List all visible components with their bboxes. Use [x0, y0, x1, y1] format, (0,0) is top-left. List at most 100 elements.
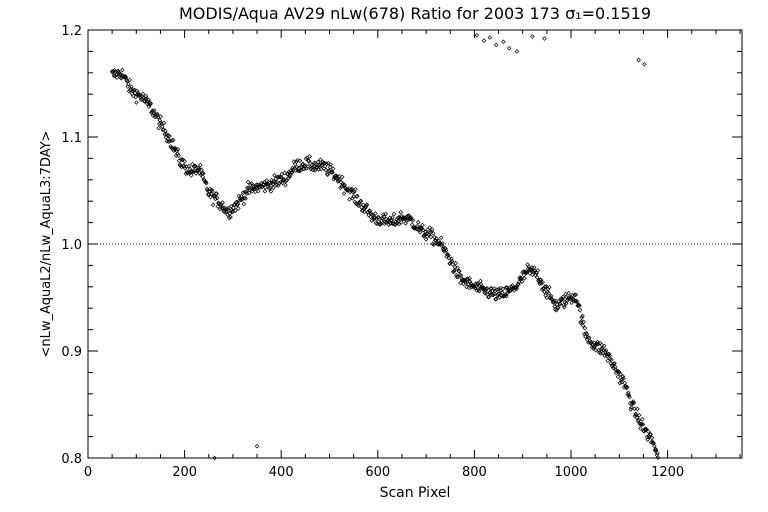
data-point	[220, 200, 225, 205]
chart-title: MODIS/Aqua AV29 nLw(678) Ratio for 2003 …	[179, 4, 651, 23]
y-tick-label: 1.1	[61, 131, 82, 146]
data-point	[466, 285, 472, 291]
data-point	[249, 181, 254, 186]
data-point	[626, 393, 632, 398]
data-point	[208, 194, 213, 200]
data-point	[304, 166, 309, 171]
data-point	[553, 307, 558, 312]
data-point	[555, 305, 561, 310]
data-point	[143, 93, 149, 99]
outlier-point	[474, 33, 480, 38]
data-point	[410, 217, 416, 223]
data-point	[294, 159, 299, 164]
data-point	[245, 185, 250, 191]
data-point	[655, 450, 660, 456]
data-point	[476, 288, 482, 294]
data-point	[175, 146, 181, 152]
data-point	[544, 295, 550, 300]
data-point	[577, 303, 582, 308]
data-point	[204, 180, 209, 186]
data-point	[639, 417, 645, 422]
data-point	[130, 93, 136, 99]
data-point	[338, 185, 343, 191]
data-point	[243, 189, 249, 195]
data-point	[636, 417, 641, 423]
data-point	[415, 220, 421, 225]
data-point	[395, 218, 401, 224]
data-point	[582, 325, 588, 331]
data-point	[187, 166, 193, 172]
data-point	[340, 181, 346, 187]
data-point	[606, 351, 612, 357]
data-point	[556, 305, 561, 310]
data-point	[422, 233, 427, 239]
data-point	[534, 275, 540, 280]
data-point	[362, 209, 367, 215]
data-point	[147, 100, 153, 105]
data-point	[518, 276, 523, 282]
data-point	[283, 182, 288, 188]
data-point	[536, 278, 541, 283]
data-point	[243, 196, 248, 201]
data-point	[241, 201, 247, 207]
data-point	[453, 260, 458, 266]
data-point	[636, 412, 642, 418]
data-point	[437, 240, 443, 246]
data-point	[347, 197, 352, 202]
data-point	[585, 334, 591, 340]
x-tick-label: 1200	[651, 465, 684, 480]
data-point	[339, 174, 345, 180]
data-point	[427, 225, 433, 230]
data-point	[158, 120, 164, 125]
data-point	[282, 170, 288, 176]
data-point	[216, 200, 222, 206]
data-point	[402, 215, 408, 221]
data-point	[214, 195, 220, 201]
data-point	[389, 217, 394, 223]
data-point	[631, 400, 637, 406]
data-point	[271, 179, 277, 184]
data-point	[330, 170, 335, 175]
data-point	[598, 346, 604, 352]
data-point	[390, 215, 395, 220]
data-point	[609, 357, 614, 363]
outlier-point	[481, 38, 487, 43]
data-point	[190, 161, 195, 167]
data-point	[452, 264, 458, 270]
data-point	[341, 191, 347, 196]
data-point	[193, 171, 199, 176]
data-point	[303, 156, 309, 162]
data-point	[268, 185, 273, 190]
data-point	[246, 190, 252, 196]
data-point	[539, 281, 544, 286]
data-point	[311, 163, 317, 169]
data-point	[474, 288, 480, 293]
data-point	[199, 167, 204, 173]
data-point	[454, 274, 460, 280]
data-point	[504, 293, 509, 299]
data-point	[146, 97, 151, 103]
data-point	[386, 219, 392, 225]
data-point	[629, 405, 634, 410]
data-point	[632, 406, 637, 412]
data-point	[228, 214, 233, 220]
data-point	[204, 186, 210, 192]
data-point	[254, 182, 259, 187]
data-point	[624, 384, 630, 390]
y-axis-label: <nLw_AquaL2/nLw_AquaL3:7DAY>	[39, 131, 54, 358]
data-point	[576, 303, 582, 308]
data-point	[125, 84, 131, 89]
data-point	[492, 286, 497, 291]
data-point	[189, 169, 195, 175]
data-point	[551, 298, 557, 304]
data-point	[581, 319, 586, 325]
data-point	[566, 290, 571, 296]
data-point	[391, 211, 397, 217]
data-point	[226, 215, 232, 221]
data-point	[602, 353, 608, 358]
data-point	[628, 407, 634, 412]
data-point	[245, 179, 251, 185]
data-point	[542, 289, 547, 295]
data-point	[162, 128, 168, 134]
data-point	[140, 91, 146, 97]
